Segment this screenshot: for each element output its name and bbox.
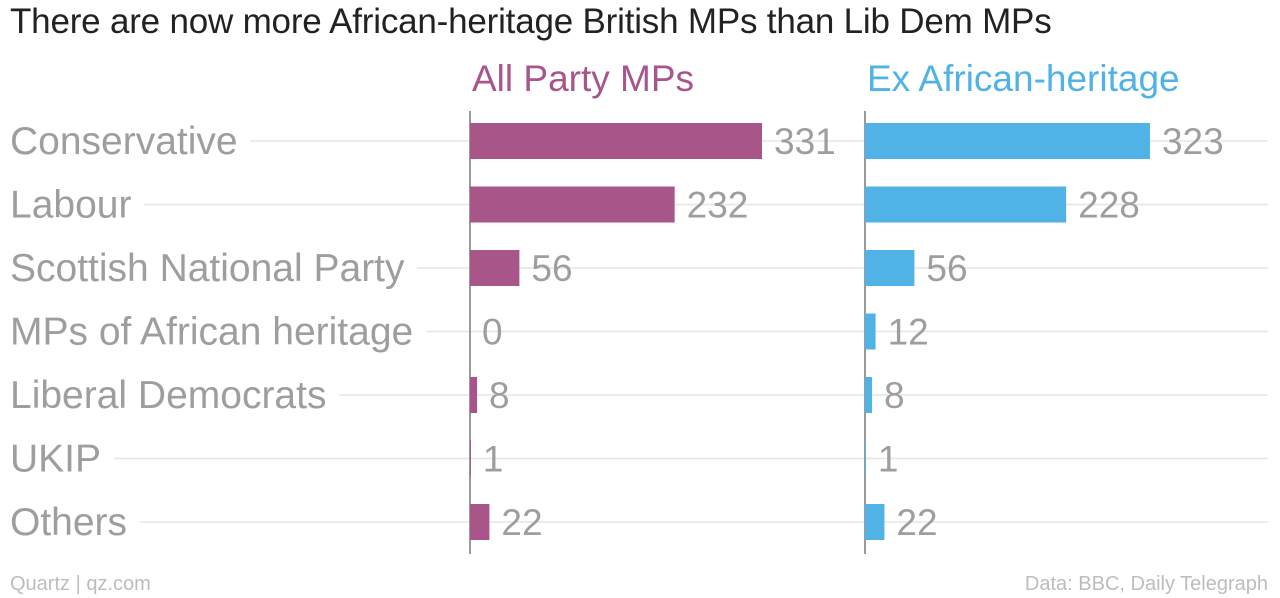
data-label: 22 [896,502,937,543]
data-label: 232 [687,185,749,226]
bar [865,377,873,413]
bar [470,440,471,477]
bar [865,250,915,286]
category-label: Others [10,501,127,544]
data-label: 1 [878,439,899,480]
bar [470,123,762,159]
data-label: 331 [774,121,836,162]
category-label: Liberal Democrats [10,374,326,417]
bar [470,250,520,286]
data-label: 0 [482,312,503,353]
data-label: 1 [483,439,504,480]
data-label: 323 [1162,121,1224,162]
data-label: 56 [531,248,572,289]
data-label: 56 [926,248,967,289]
source-credit: Quartz | qz.com [10,573,151,595]
bar [470,377,478,413]
category-label: Conservative [10,120,238,163]
bar [470,504,490,540]
bar [865,504,885,540]
category-label: Scottish National Party [10,247,405,290]
series-header: All Party MPs [472,58,694,99]
bar [865,440,866,477]
data-label: 228 [1078,185,1140,226]
category-label: Labour [10,184,131,227]
data-label: 22 [501,502,542,543]
chart-title: There are now more African-heritage Brit… [10,2,1052,41]
data-label: 12 [888,312,929,353]
bar [865,313,876,350]
category-label: UKIP [10,438,101,481]
data-label: 8 [884,375,905,416]
bar [470,186,675,223]
bar [865,123,1150,159]
data-label: 8 [489,375,510,416]
data-source: Data: BBC, Daily Telegraph [1024,573,1268,595]
category-label: MPs of African heritage [10,311,413,354]
bar [865,186,1067,223]
series-header: Ex African-heritage [867,58,1180,99]
